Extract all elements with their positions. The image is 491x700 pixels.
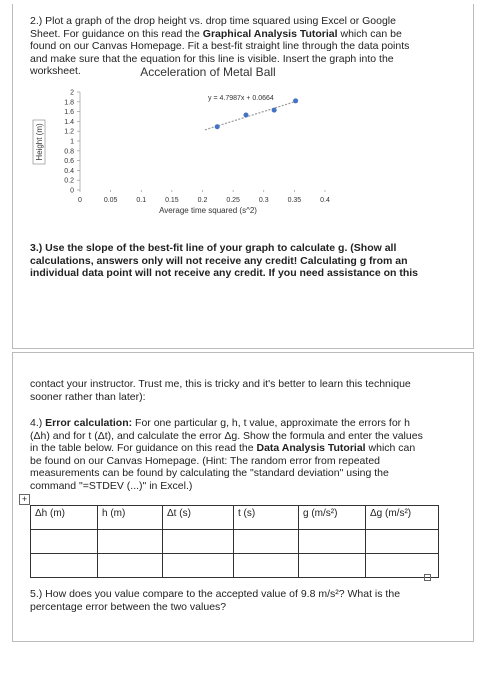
data-point: [214, 124, 220, 130]
cell: [298, 529, 366, 554]
cell: [162, 529, 234, 554]
text: g: [338, 242, 345, 254]
header-cell: Δg (m/s²): [365, 505, 439, 530]
text: g: [359, 254, 367, 267]
header-cell: h (m): [97, 505, 163, 530]
x-tick-label: 0: [78, 197, 82, 204]
cell: [97, 553, 163, 578]
error-table: Δh (m) h (m) Δt (s) t (s) g (m/s²) Δg (m/s²): [30, 505, 439, 578]
y-tick-label: 1.4: [64, 119, 74, 126]
text: Error calculation:: [45, 417, 133, 429]
x-tick-label: 0.2: [198, 197, 208, 204]
row: [30, 529, 439, 554]
section-4: 4.) Error calculation: For one particula…: [30, 417, 425, 492]
resize-handle[interactable]: [424, 574, 431, 581]
y-tick-label: 2: [70, 90, 74, 97]
y-axis-title: Height (m): [35, 123, 44, 161]
trendline: [204, 100, 296, 131]
cell: [30, 529, 98, 554]
text: which can be found on our Canvas Homepag…: [30, 27, 410, 78]
y-tick-label: 0: [70, 188, 74, 195]
page-frame: [12, 4, 474, 349]
x-tick-label: 0.4: [320, 197, 330, 204]
x-tick-label: 0.05: [104, 197, 118, 204]
section-3: 3.) Use the slope of the best-fit line o…: [30, 242, 425, 280]
text: For one particular g, h, t value, approx…: [30, 417, 423, 454]
continuation: contact your instructor. Trust me, this …: [30, 378, 411, 403]
y-tick-label: 0.8: [64, 148, 74, 155]
data-point: [271, 107, 277, 113]
header-cell: Δh (m): [30, 505, 98, 530]
data-point: [293, 98, 299, 104]
y-tick-label: 1.2: [64, 129, 74, 136]
x-tick-label: 0.25: [226, 197, 240, 204]
text: Graphical Analysis Tutorial: [202, 27, 338, 40]
text: which can be found on our Canvas Homepag…: [30, 442, 416, 492]
y-tick-label: 1.8: [64, 99, 74, 106]
cell: [365, 553, 439, 578]
y-tick-label: 0.6: [64, 158, 74, 165]
row: [30, 553, 439, 578]
text: . (Show all calculations, answers only w…: [30, 242, 397, 267]
y-title-box: [32, 119, 46, 165]
header-row: Δh (m) h (m) Δt (s) t (s) g (m/s²) Δg (m/s²): [30, 505, 439, 530]
y-tick-label: 0.4: [64, 168, 74, 175]
y-tick-label: 1.6: [64, 109, 74, 116]
header-cell: g (m/s²): [298, 505, 366, 530]
table-handle[interactable]: +: [19, 494, 30, 505]
cell: [233, 529, 299, 554]
cell: [162, 553, 234, 578]
y-tick-label: 0.2: [64, 178, 74, 185]
text: 3.) Use the slope of the best-fit line o…: [30, 242, 339, 254]
page-frame: [12, 352, 474, 642]
x-tick-label: 0.3: [259, 197, 269, 204]
section-2: 2.) Plot a graph of the drop height vs. …: [30, 15, 425, 78]
section-5: 5.) How does you value compare to the ac…: [30, 588, 401, 613]
cell: [233, 553, 299, 578]
cell: [365, 529, 439, 554]
text: Data Analysis Tutorial: [256, 442, 366, 454]
chart-title: Acceleration of Metal Ball: [140, 65, 275, 79]
y-tick-label: 1: [70, 139, 74, 146]
text: 4.): [30, 417, 46, 429]
cell: [97, 529, 163, 554]
x-tick-label: 0.35: [288, 197, 302, 204]
text: 2.) Plot a graph of the drop height vs. …: [30, 15, 396, 40]
header-cell: Δt (s): [162, 505, 234, 530]
x-tick-label: 0.15: [165, 197, 179, 204]
cell: [30, 553, 98, 578]
x-axis-title: Average time squared (s^2): [159, 206, 257, 215]
data-point: [243, 112, 249, 118]
text: from an individual data point will not r…: [30, 254, 419, 280]
header-cell: t (s): [233, 505, 299, 530]
x-tick-label: 0.1: [136, 197, 146, 204]
cell: [298, 553, 366, 578]
trendline-equation: y = 4.7987x + 0.0664: [208, 95, 274, 102]
chart: Acceleration of Metal Ball Average time …: [32, 65, 330, 215]
